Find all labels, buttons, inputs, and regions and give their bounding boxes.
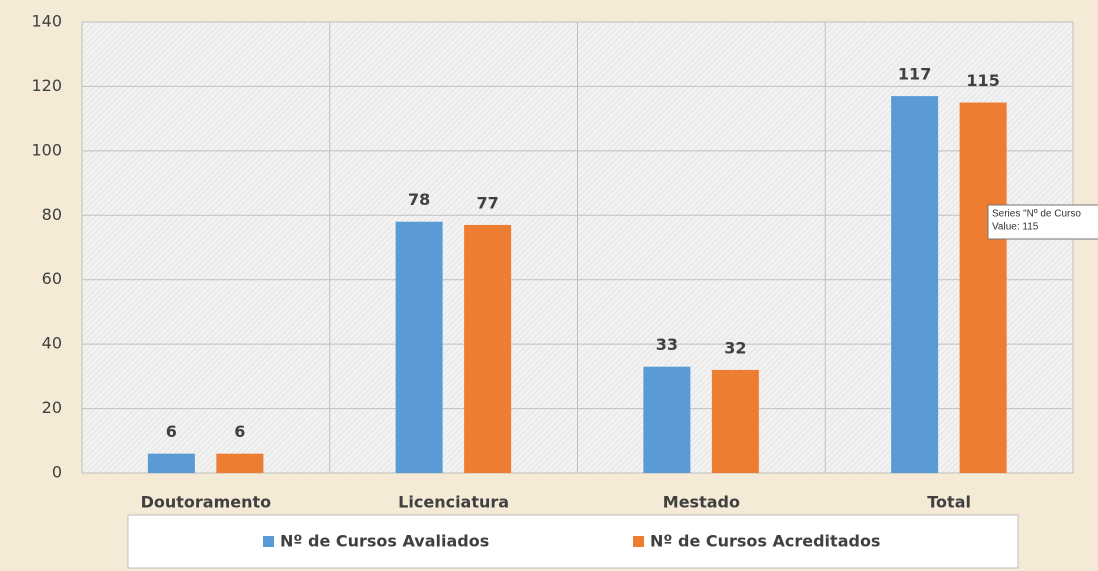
y-tick-label: 100 — [31, 140, 62, 159]
value-label: 117 — [898, 65, 931, 84]
tooltip-text: Series "Nº de Curso — [992, 209, 1081, 220]
y-tick-label: 60 — [42, 269, 62, 288]
y-tick-label: 80 — [42, 205, 62, 224]
bar — [395, 221, 443, 473]
bar — [711, 369, 759, 473]
x-tick-label: Total — [927, 493, 971, 512]
value-label: 32 — [724, 338, 746, 357]
tooltip-box — [987, 204, 1098, 240]
y-tick-label: 20 — [42, 398, 62, 417]
y-tick-label: 40 — [42, 334, 62, 353]
value-label: 115 — [966, 71, 999, 90]
legend-swatch — [633, 536, 644, 547]
bar — [891, 96, 939, 473]
value-label: 6 — [166, 422, 177, 441]
legend-label: Nº de Cursos Acreditados — [650, 532, 880, 551]
value-label: 33 — [656, 335, 678, 354]
bar — [643, 366, 691, 473]
x-tick-label: Mestado — [663, 493, 740, 512]
value-label: 78 — [408, 190, 430, 209]
bar — [216, 453, 264, 473]
y-tick-label: 0 — [52, 463, 62, 482]
tooltip-text: Value: 115 — [992, 222, 1039, 233]
legend-box — [127, 514, 1019, 569]
bar — [959, 102, 1007, 474]
bar — [464, 224, 512, 473]
y-tick-label: 140 — [31, 12, 62, 31]
value-label: 77 — [476, 193, 498, 212]
legend-label: Nº de Cursos Avaliados — [280, 532, 489, 551]
x-tick-label: Licenciatura — [398, 493, 509, 512]
x-tick-label: Doutoramento — [141, 493, 272, 512]
legend-swatch — [263, 536, 274, 547]
bar — [147, 453, 195, 473]
value-label: 6 — [234, 422, 245, 441]
y-tick-label: 120 — [31, 76, 62, 95]
